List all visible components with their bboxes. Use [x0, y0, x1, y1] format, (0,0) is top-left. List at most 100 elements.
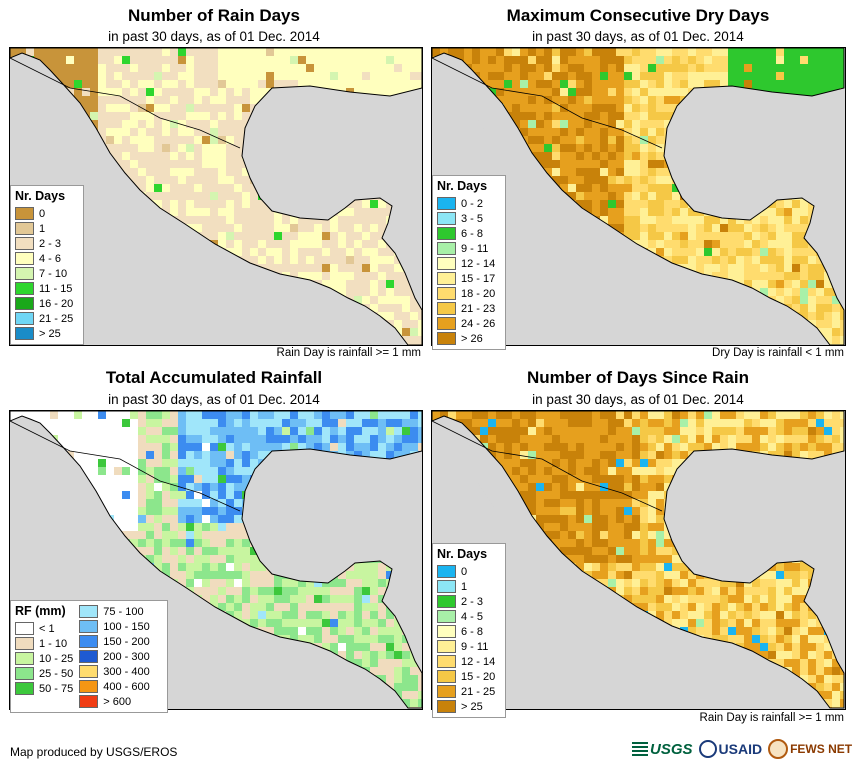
legend-title: RF (mm): [15, 604, 66, 618]
us-mexico-border: [10, 420, 241, 512]
usgs-logo: USGS: [632, 741, 693, 758]
legend-max-dry-days: Nr. Days 0 - 2 3 - 5 6 - 8 9 - 11 12 - 14 15 …: [432, 175, 506, 350]
legend-label: 2 - 3: [39, 237, 62, 250]
legend-swatch: [15, 282, 34, 295]
note-rain-day-definition-2: Rain Day is rainfall >= 1 mm: [699, 712, 844, 724]
legend-item: > 26: [437, 331, 501, 346]
legend-swatch: [15, 297, 34, 310]
legend-label: 100 - 150: [103, 620, 150, 633]
legend-item: 0: [15, 206, 79, 221]
gulf-of-california: [450, 60, 532, 186]
legend-item: 4 - 6: [15, 251, 79, 266]
legend-label: 16 - 20: [39, 297, 74, 310]
legend-swatch: [437, 595, 456, 608]
legend-label: 50 - 75: [39, 682, 74, 695]
panel-title-total-rainfall: Total Accumulated Rainfall: [105, 368, 323, 387]
legend-item: 1: [15, 221, 79, 236]
legend-item: 0: [437, 564, 501, 579]
legend-label: 9 - 11: [461, 640, 489, 653]
coastline: [10, 411, 422, 709]
legend-label: 21 - 25: [461, 685, 496, 698]
legend-item: 3 - 5: [437, 211, 501, 226]
legend-label: 7 - 10: [39, 267, 68, 280]
fews-logo-text: FEWS NET: [790, 741, 853, 756]
legend-label: 4 - 5: [461, 610, 484, 623]
legend-item: 1 - 10: [15, 636, 73, 651]
us-mexico-border: [432, 57, 663, 149]
usaid-seal-icon: [698, 740, 717, 758]
legend-label: 24 - 26: [461, 317, 496, 330]
legend-label: 1: [461, 580, 468, 593]
coastline: [432, 48, 845, 345]
panel-subtitle-total-rainfall: in past 30 days, as of 01 Dec. 2014: [108, 392, 320, 407]
legend-label: 6 - 8: [461, 625, 484, 638]
legend-item: 75 - 100: [79, 604, 149, 619]
legend-label: 1 - 10: [39, 637, 68, 650]
legend-label: > 26: [461, 332, 483, 345]
legend-total-rainfall: RF (mm) < 1 1 - 10 10 - 25 25 - 50 50 - 75 7…: [10, 600, 168, 713]
legend-item: 21 - 23: [437, 301, 501, 316]
legend-item: 0 - 2: [437, 196, 501, 211]
legend-swatch: [437, 670, 456, 683]
legend-swatch: [79, 605, 99, 618]
gulf-of-mexico: [242, 449, 422, 673]
legend-rain-days: Nr. Days 0 1 2 - 3 4 - 6 7 - 10 11 - 15 16 - 2…: [10, 185, 84, 345]
legend-label: 200 - 300: [103, 650, 150, 663]
legend-swatch: [15, 237, 34, 250]
legend-swatch: [437, 625, 456, 638]
legend-swatch: [437, 685, 456, 698]
legend-swatch: [437, 272, 456, 285]
gulf-of-mexico: [664, 86, 844, 310]
legend-item: 21 - 25: [437, 684, 501, 699]
legend-swatch: [15, 252, 34, 265]
legend-swatch: [15, 327, 34, 340]
us-mexico-border: [432, 420, 663, 512]
legend-item: 2 - 3: [437, 594, 501, 609]
coastline: [432, 411, 845, 709]
legend-swatch: [79, 695, 99, 708]
legend-swatch: [437, 257, 456, 270]
legend-swatch: [79, 635, 99, 648]
legend-item: 16 - 20: [15, 296, 79, 311]
legend-item: 21 - 25: [15, 311, 79, 326]
legend-swatch: [15, 637, 34, 650]
legend-item: 15 - 20: [437, 669, 501, 684]
fews-net-logo: FEWS NET: [768, 739, 852, 759]
panel-title-max-dry-days: Maximum Consecutive Dry Days: [506, 6, 770, 25]
legend-label: 0 - 2: [461, 197, 484, 210]
legend-item: 10 - 25: [15, 651, 73, 666]
legend-item: > 25: [437, 699, 501, 714]
legend-label: 21 - 23: [461, 302, 496, 315]
legend-label: 9 - 11: [461, 242, 489, 255]
fews-globe-icon: [768, 739, 789, 759]
note-rain-day-definition: Rain Day is rainfall >= 1 mm: [276, 347, 421, 359]
legend-title: Nr. Days: [437, 547, 488, 561]
legend-label: 10 - 25: [39, 652, 74, 665]
legend-item: > 600: [79, 694, 149, 709]
legend-item: 25 - 50: [15, 666, 73, 681]
legend-swatch: [15, 652, 34, 665]
legend-swatch: [79, 680, 99, 693]
legend-label: > 25: [39, 327, 61, 340]
usgs-logo-text: USGS: [650, 740, 693, 758]
gulf-of-california: [28, 423, 110, 549]
legend-label: 2 - 3: [461, 595, 484, 608]
legend-item: < 1: [15, 621, 73, 636]
gulf-of-california: [450, 423, 532, 549]
legend-swatch: [437, 317, 456, 330]
legend-swatch: [15, 312, 34, 325]
legend-item: 11 - 15: [15, 281, 79, 296]
legend-item: 400 - 600: [79, 679, 150, 694]
gulf-of-mexico: [664, 449, 844, 673]
legend-swatch: [15, 622, 34, 635]
legend-swatch: [437, 287, 456, 300]
usaid-logo-text: USAID: [718, 741, 763, 757]
legend-swatch: [15, 207, 34, 220]
legend-item: 9 - 11: [437, 639, 501, 654]
legend-swatch: [79, 650, 99, 663]
legend-item: 50 - 75: [15, 681, 73, 696]
legend-days-since-rain: Nr. Days 0 1 2 - 3 4 - 5 6 - 8 9 - 11 12 - 14 1…: [432, 543, 506, 718]
legend-swatch: [15, 222, 34, 235]
note-dry-day-definition: Dry Day is rainfall < 1 mm: [712, 347, 844, 359]
legend-item: 12 - 14: [437, 654, 501, 669]
